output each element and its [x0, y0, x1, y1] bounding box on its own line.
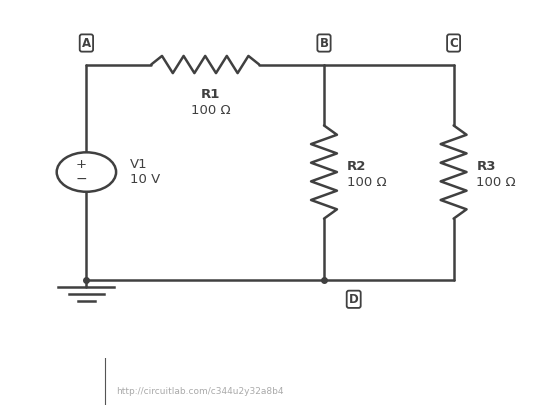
Text: C: C — [449, 36, 458, 49]
Text: R3: R3 — [476, 160, 496, 173]
Text: V1: V1 — [130, 158, 147, 171]
Text: B: B — [320, 36, 328, 49]
Text: 10 V: 10 V — [130, 173, 160, 186]
Text: R1: R1 — [201, 88, 220, 101]
Text: +: + — [76, 158, 86, 171]
Text: CIRCUIT: CIRCUIT — [14, 367, 60, 377]
Text: 100 Ω: 100 Ω — [191, 104, 231, 117]
Circle shape — [57, 152, 116, 192]
Text: http://circuitlab.com/c344u2y32a8b4: http://circuitlab.com/c344u2y32a8b4 — [116, 388, 284, 396]
Text: R2: R2 — [347, 160, 366, 173]
Text: D: D — [349, 293, 359, 306]
Text: —⧳—⊣LAB: —⧳—⊣LAB — [14, 389, 62, 398]
Text: 100 Ω: 100 Ω — [476, 176, 516, 189]
Text: −: − — [75, 172, 87, 186]
Text: GilderM / Resistors in series and parallel: GilderM / Resistors in series and parall… — [116, 368, 340, 378]
Text: 100 Ω: 100 Ω — [347, 176, 386, 189]
Text: A: A — [82, 36, 91, 49]
